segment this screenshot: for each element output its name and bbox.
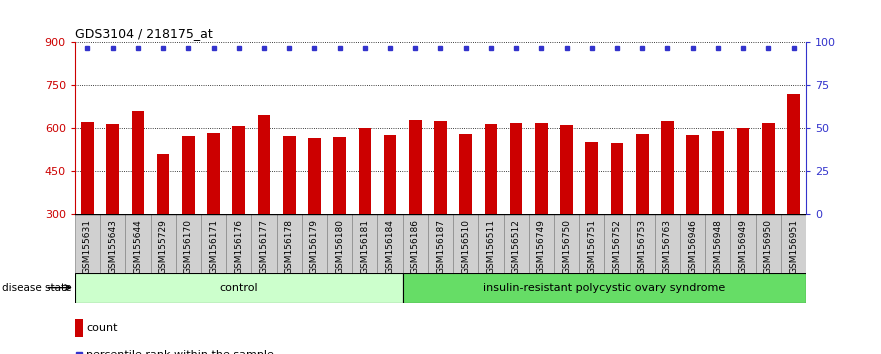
Text: GSM156180: GSM156180 <box>335 219 344 274</box>
Bar <box>781 214 806 273</box>
Text: count: count <box>86 323 117 333</box>
Bar <box>131 111 144 214</box>
Text: disease state: disease state <box>2 282 71 293</box>
Text: GSM156763: GSM156763 <box>663 219 672 274</box>
Bar <box>636 134 648 214</box>
Bar <box>428 214 453 273</box>
Bar <box>712 131 724 214</box>
Bar <box>485 124 497 214</box>
Bar <box>100 214 125 273</box>
Bar <box>535 122 548 214</box>
Bar <box>554 214 579 273</box>
Bar <box>560 125 573 214</box>
Text: GDS3104 / 218175_at: GDS3104 / 218175_at <box>75 27 212 40</box>
Bar <box>611 143 623 214</box>
Bar <box>157 154 169 214</box>
Text: GSM156950: GSM156950 <box>764 219 773 274</box>
Bar <box>75 273 403 303</box>
Bar <box>107 124 119 214</box>
Bar <box>504 214 529 273</box>
Bar <box>680 214 706 273</box>
Text: GSM156510: GSM156510 <box>462 219 470 274</box>
Bar <box>434 121 447 214</box>
Bar <box>175 214 201 273</box>
Text: GSM156511: GSM156511 <box>486 219 495 274</box>
Bar <box>478 214 504 273</box>
Bar <box>151 214 175 273</box>
Bar <box>529 214 554 273</box>
Text: GSM156949: GSM156949 <box>738 219 748 274</box>
Bar <box>308 138 321 214</box>
Text: GSM156186: GSM156186 <box>411 219 419 274</box>
Bar <box>125 214 151 273</box>
Bar <box>459 134 472 214</box>
Bar <box>233 126 245 214</box>
Bar <box>409 120 422 214</box>
Bar <box>762 122 774 214</box>
Bar <box>377 214 403 273</box>
Bar <box>737 128 750 214</box>
Text: GSM156176: GSM156176 <box>234 219 243 274</box>
Bar <box>655 214 680 273</box>
Text: GSM156512: GSM156512 <box>512 219 521 274</box>
Bar <box>403 214 428 273</box>
Bar <box>686 135 699 214</box>
Text: GSM156170: GSM156170 <box>184 219 193 274</box>
Text: GSM156751: GSM156751 <box>588 219 596 274</box>
Bar <box>730 214 756 273</box>
Bar <box>302 214 327 273</box>
Text: GSM155631: GSM155631 <box>83 219 92 274</box>
Bar <box>579 214 604 273</box>
Text: GSM156179: GSM156179 <box>310 219 319 274</box>
Bar <box>201 214 226 273</box>
Bar <box>207 133 220 214</box>
Text: GSM156951: GSM156951 <box>789 219 798 274</box>
Bar <box>277 214 302 273</box>
Bar <box>352 214 377 273</box>
Bar <box>81 122 93 214</box>
Text: GSM156177: GSM156177 <box>260 219 269 274</box>
Bar <box>604 214 630 273</box>
Text: GSM156750: GSM156750 <box>562 219 571 274</box>
Bar <box>661 121 674 214</box>
Text: percentile rank within the sample: percentile rank within the sample <box>86 350 274 354</box>
Bar <box>251 214 277 273</box>
Text: GSM155729: GSM155729 <box>159 219 167 274</box>
Bar <box>453 214 478 273</box>
Text: GSM156187: GSM156187 <box>436 219 445 274</box>
Text: GSM156178: GSM156178 <box>285 219 293 274</box>
Text: control: control <box>219 282 258 293</box>
Text: GSM156184: GSM156184 <box>386 219 395 274</box>
Bar <box>182 136 195 214</box>
Bar <box>257 115 270 214</box>
Bar <box>333 137 346 214</box>
Text: GSM156181: GSM156181 <box>360 219 369 274</box>
Bar <box>403 273 806 303</box>
Text: insulin-resistant polycystic ovary syndrome: insulin-resistant polycystic ovary syndr… <box>484 282 726 293</box>
Bar <box>510 123 522 214</box>
Bar <box>75 214 100 273</box>
Text: GSM156171: GSM156171 <box>209 219 218 274</box>
Bar <box>706 214 730 273</box>
Bar <box>756 214 781 273</box>
Bar <box>327 214 352 273</box>
Bar <box>630 214 655 273</box>
Text: GSM156752: GSM156752 <box>612 219 621 274</box>
Text: GSM156948: GSM156948 <box>714 219 722 274</box>
Bar <box>226 214 251 273</box>
Text: GSM156753: GSM156753 <box>638 219 647 274</box>
Text: GSM156749: GSM156749 <box>537 219 546 274</box>
Bar <box>283 136 295 214</box>
Bar <box>384 136 396 214</box>
Text: GSM155644: GSM155644 <box>133 219 143 274</box>
Bar <box>359 128 371 214</box>
Text: GSM156946: GSM156946 <box>688 219 697 274</box>
Text: GSM155643: GSM155643 <box>108 219 117 274</box>
Bar <box>75 319 83 337</box>
Bar <box>586 142 598 214</box>
Bar <box>788 94 800 214</box>
